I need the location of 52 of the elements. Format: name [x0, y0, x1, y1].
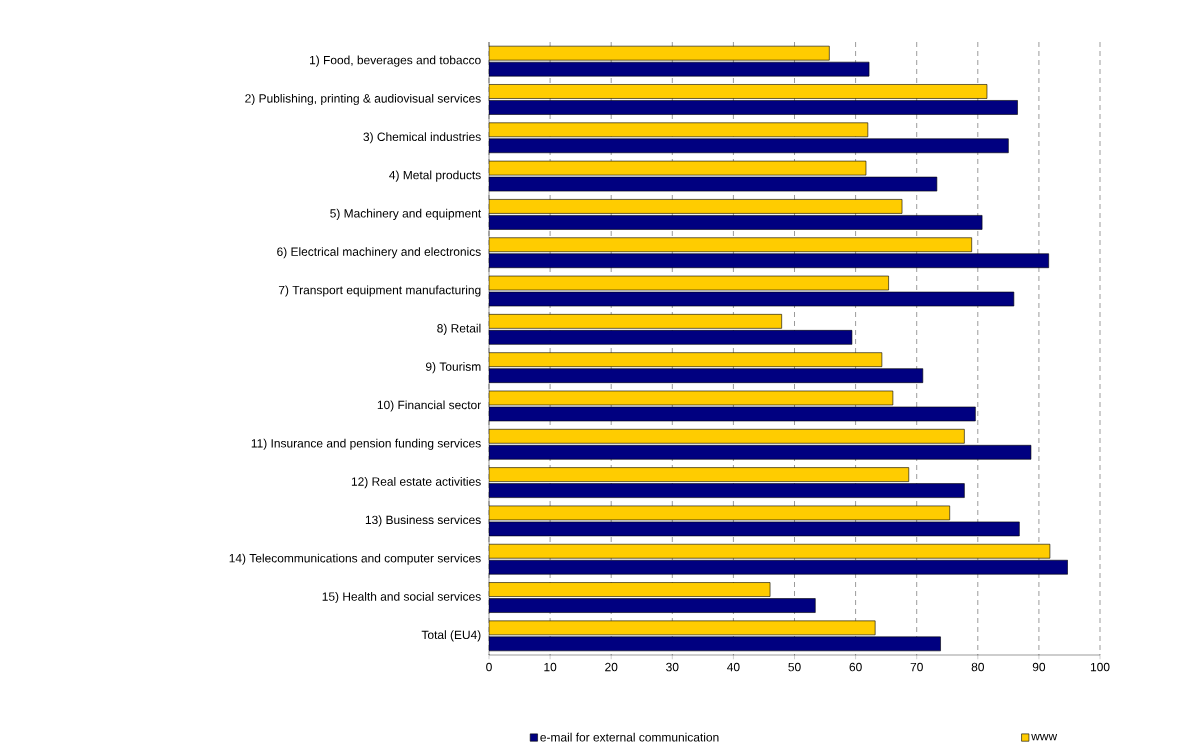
bar [489, 559, 1068, 575]
bar [489, 100, 1018, 115]
bar [489, 543, 1051, 559]
x-tick-label: 100 [1090, 662, 1110, 672]
y-tick-label: 5) Machinery and equipment [330, 208, 482, 220]
y-tick-label: 6) Electrical machinery and electronics [277, 247, 481, 259]
x-tick-label: 50 [788, 662, 801, 672]
x-tick-label: 80 [971, 662, 984, 672]
x-tick-label: 30 [666, 662, 679, 672]
x-tick-label: 60 [849, 662, 862, 672]
bar [489, 45, 830, 61]
y-tick-label: 15) Health and social services [322, 591, 481, 604]
x-tick-label: 90 [1032, 662, 1046, 672]
bar [489, 237, 972, 253]
y-tick-label: 3) Chemical industries [363, 132, 481, 144]
bar [489, 61, 870, 77]
bar [489, 428, 965, 444]
bar [489, 598, 816, 613]
y-tick-label: 12) Real estate activities [351, 477, 481, 489]
bar [489, 314, 782, 329]
y-tick-label: 8) Retail [437, 323, 481, 335]
y-tick-label: 13) Business services [365, 515, 481, 527]
bar [489, 636, 941, 652]
y-tick-label: 9) Tourism [425, 362, 481, 374]
y-tick-label: 4) Metal products [389, 170, 481, 182]
y-tick-label: 14) Telecommunications and computer services [229, 553, 481, 565]
bar [489, 199, 903, 214]
bar [489, 444, 1032, 460]
bar [489, 330, 853, 345]
bar [489, 84, 988, 99]
x-tick-label: 10 [544, 662, 557, 672]
bar [489, 467, 910, 482]
bar [489, 483, 965, 498]
bar [489, 582, 771, 597]
y-tick-label: 1) Food, beverages and tobacco [310, 55, 481, 67]
x-tick-label: 70 [910, 662, 923, 672]
legend-label: e-mail for external communication [540, 732, 719, 742]
y-tick-label: 11) Insurance and pension funding services [251, 438, 481, 450]
bar [489, 368, 924, 383]
bar [489, 138, 1009, 154]
y-tick-label: 10) Financial sector [377, 400, 482, 412]
x-tick-label: 0 [486, 662, 492, 672]
legend-label: www [1031, 733, 1058, 741]
bar [489, 253, 1049, 269]
bar [489, 122, 869, 138]
bar [489, 215, 983, 230]
y-tick-label: Total (EU4) [421, 630, 481, 642]
y-tick-label: 7) Transport equipment manufacturing [278, 285, 481, 297]
bar [489, 352, 883, 367]
x-tick-label: 40 [727, 662, 740, 672]
x-tick-label: 20 [605, 662, 618, 672]
y-tick-label: 2) Publishing, printing & audiovisual services [245, 93, 481, 106]
